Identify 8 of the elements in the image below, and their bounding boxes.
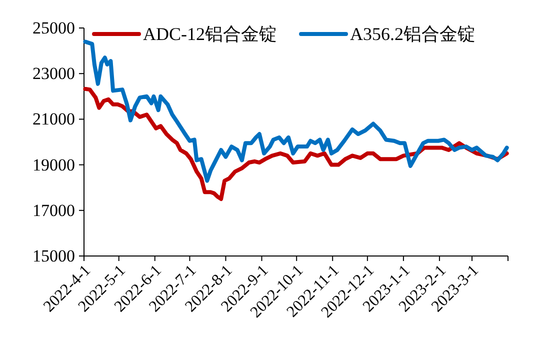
- y-tick-label: 19000: [32, 155, 75, 174]
- legend-label: ADC-12铝合金锭: [143, 24, 277, 44]
- y-tick-label: 25000: [32, 18, 75, 38]
- legend-label: A356.2铝合金锭: [350, 24, 476, 44]
- y-tick-label: 17000: [32, 200, 75, 220]
- y-tick-label: 21000: [32, 110, 75, 129]
- y-tick-label: 23000: [32, 64, 75, 84]
- y-tick-label: 15000: [32, 246, 75, 266]
